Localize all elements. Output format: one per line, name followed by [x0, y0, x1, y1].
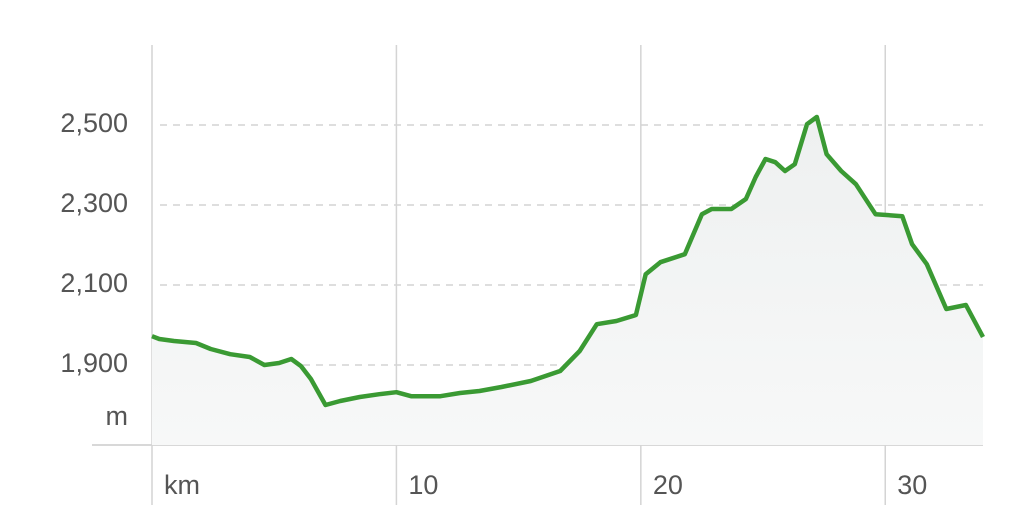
y-tick-label: 2,500: [60, 108, 128, 138]
x-tick-label: 10: [408, 470, 438, 500]
y-tick-label: 2,100: [60, 268, 128, 298]
elevation-line: [151, 114, 985, 408]
y-axis-label: m: [106, 401, 129, 431]
x-tick-label: 30: [897, 470, 927, 500]
y-tick-label: 1,900: [60, 348, 128, 378]
x-tick-label: km: [164, 470, 200, 500]
x-tick-label: 20: [653, 470, 683, 500]
y-tick-label: 2,300: [60, 188, 128, 218]
area: [152, 117, 983, 445]
